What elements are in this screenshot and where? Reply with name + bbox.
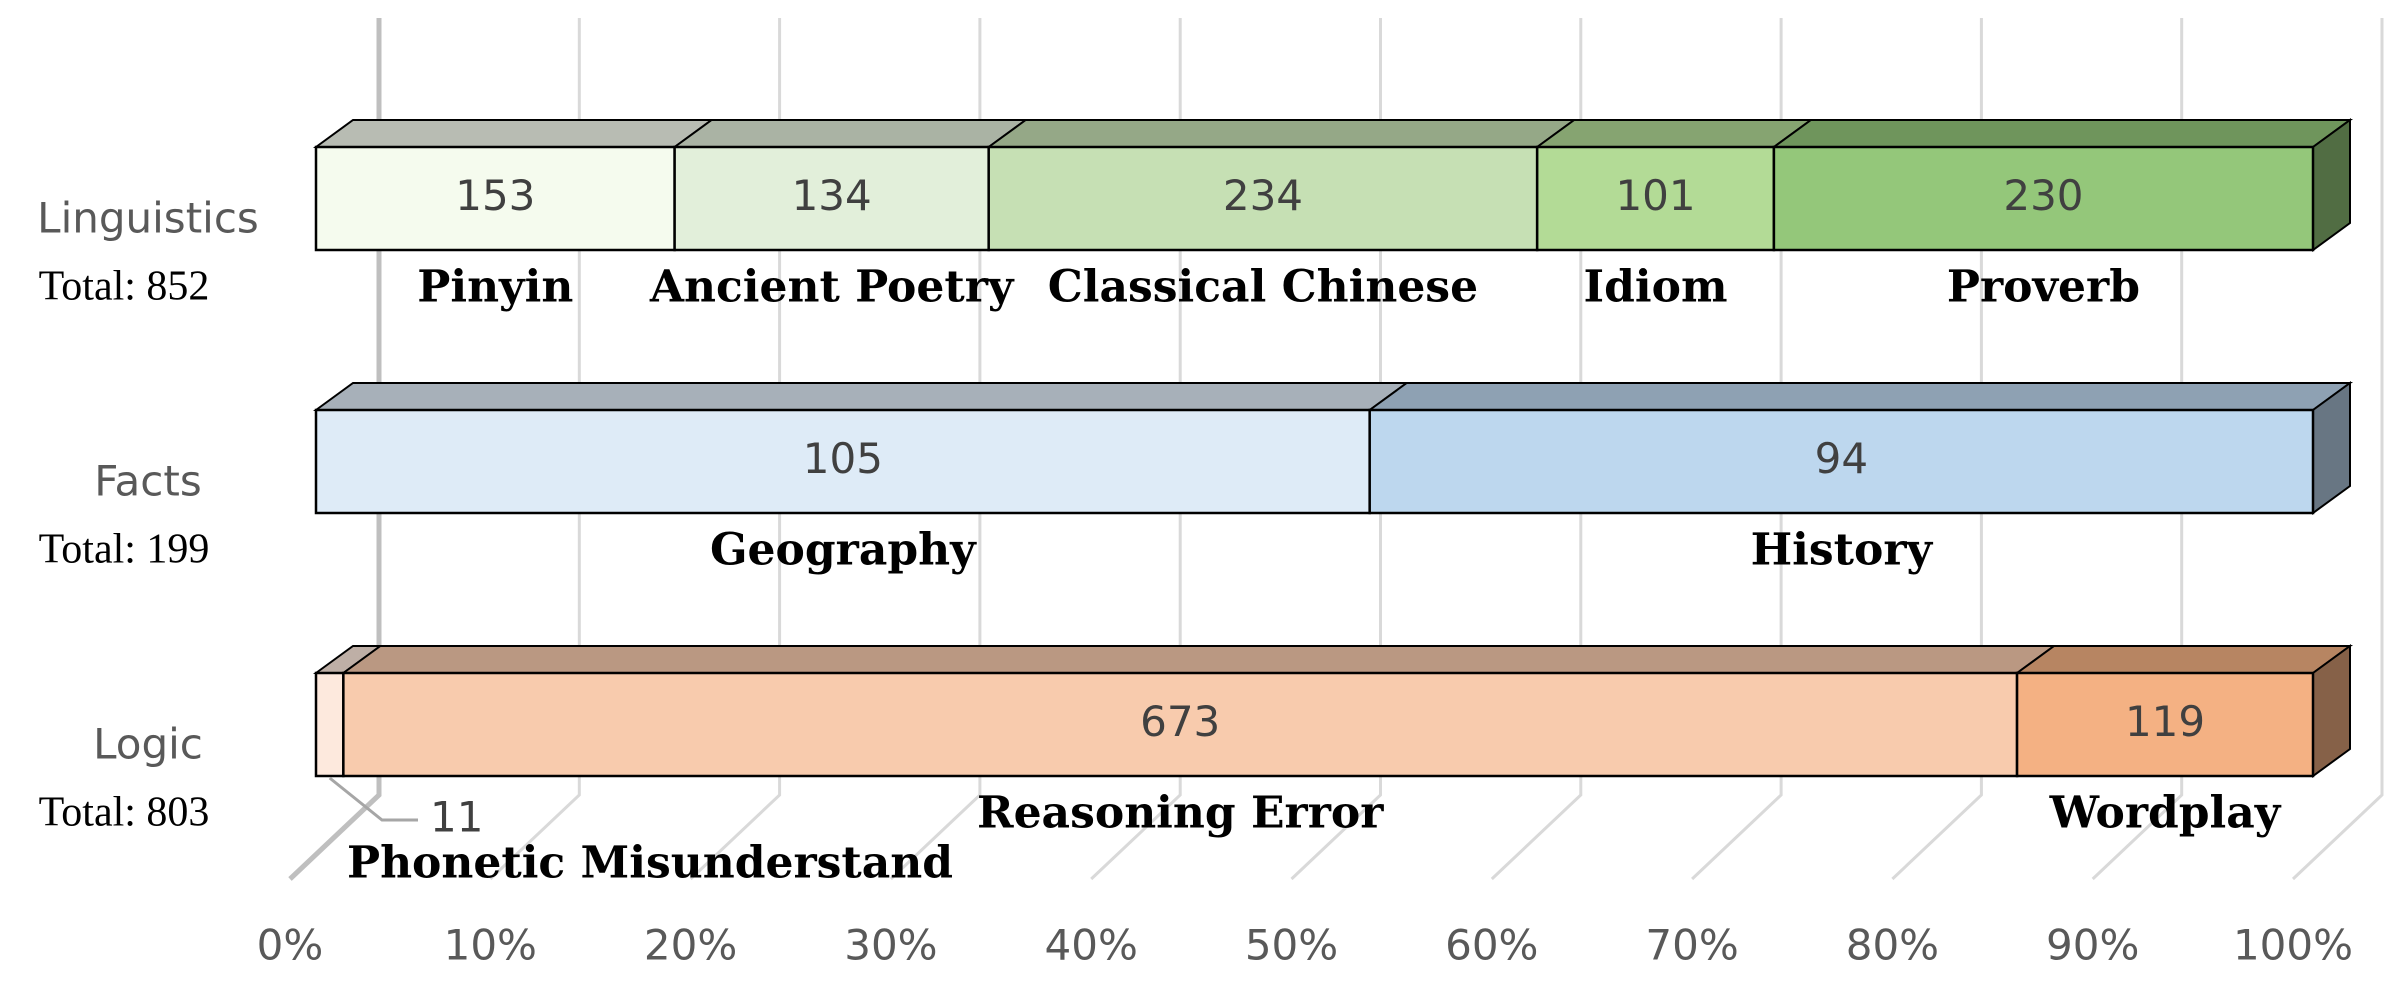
value-label: 673 <box>1140 697 1220 746</box>
segment-label: Proverb <box>1947 262 2140 313</box>
category-label: Linguistics <box>37 194 259 243</box>
x-tick-label: 40% <box>1045 921 1138 970</box>
value-label: 134 <box>792 171 872 220</box>
grid-line <box>1691 18 1783 881</box>
bar <box>314 671 345 778</box>
grid-line <box>2291 18 2384 881</box>
segment-label: Classical Chinese <box>1048 262 1478 313</box>
segment-label: Ancient Poetry <box>649 262 1015 313</box>
grid-line <box>2091 18 2184 881</box>
axis-wall <box>288 18 382 881</box>
bar <box>673 145 990 252</box>
bar-top-face <box>2013 645 2354 674</box>
value-label: 94 <box>1815 434 1868 483</box>
grid-line <box>1090 18 1182 881</box>
value-label: 101 <box>1615 171 1695 220</box>
category-total: Total: 852 <box>39 264 210 310</box>
value-label: 11 <box>430 793 483 842</box>
bar <box>314 145 676 252</box>
x-tick-label: 20% <box>644 921 737 970</box>
value-label: 153 <box>455 171 535 220</box>
grid-line <box>489 18 581 881</box>
bar-top-face <box>985 119 1578 148</box>
bar-top-face <box>1534 119 1814 148</box>
bar-top-face <box>1366 382 2354 411</box>
bar <box>2015 671 2315 778</box>
segment-label: Wordplay <box>2049 788 2282 839</box>
x-tick-label: 90% <box>2046 921 2139 970</box>
segment-label: Geography <box>710 525 977 576</box>
x-tick-label: 80% <box>1846 921 1939 970</box>
bar-top-face <box>1770 119 2354 148</box>
bar <box>342 671 2019 778</box>
x-tick-label: 70% <box>1645 921 1738 970</box>
x-tick-label: 30% <box>844 921 937 970</box>
segment-label: Phonetic Misunderstand <box>347 838 953 889</box>
bar <box>1535 145 1776 252</box>
value-label: 234 <box>1223 171 1303 220</box>
bar-top-face <box>671 119 1029 148</box>
bar-top-face <box>312 382 1410 411</box>
category-label: Facts <box>94 457 201 506</box>
bar <box>1368 408 2315 515</box>
grid-line <box>1490 18 1583 881</box>
leader-line <box>328 776 418 822</box>
x-tick-label: 50% <box>1245 921 1338 970</box>
x-tick-label: 100% <box>2233 921 2353 970</box>
grid-line <box>1290 18 1382 881</box>
bar-top-face <box>340 645 2058 674</box>
bar-top-face <box>312 119 715 148</box>
bar <box>1772 145 2315 252</box>
segment-label: Idiom <box>1584 262 1728 313</box>
category-label: Logic <box>93 720 203 769</box>
value-label: 105 <box>803 434 883 483</box>
category-total: Total: 803 <box>39 790 210 836</box>
category-total: Total: 199 <box>39 527 210 573</box>
x-tick-label: 10% <box>444 921 537 970</box>
grid-line <box>1891 18 1983 881</box>
value-label: 119 <box>2125 697 2205 746</box>
value-label: 230 <box>2003 171 2083 220</box>
segment-label: History <box>1751 525 1934 576</box>
x-tick-label: 0% <box>257 921 324 970</box>
grid-line <box>889 18 982 881</box>
segment-label: Pinyin <box>417 262 573 313</box>
x-tick-label: 60% <box>1445 921 1538 970</box>
grid-line <box>689 18 782 881</box>
segment-label: Reasoning Error <box>977 788 1384 839</box>
